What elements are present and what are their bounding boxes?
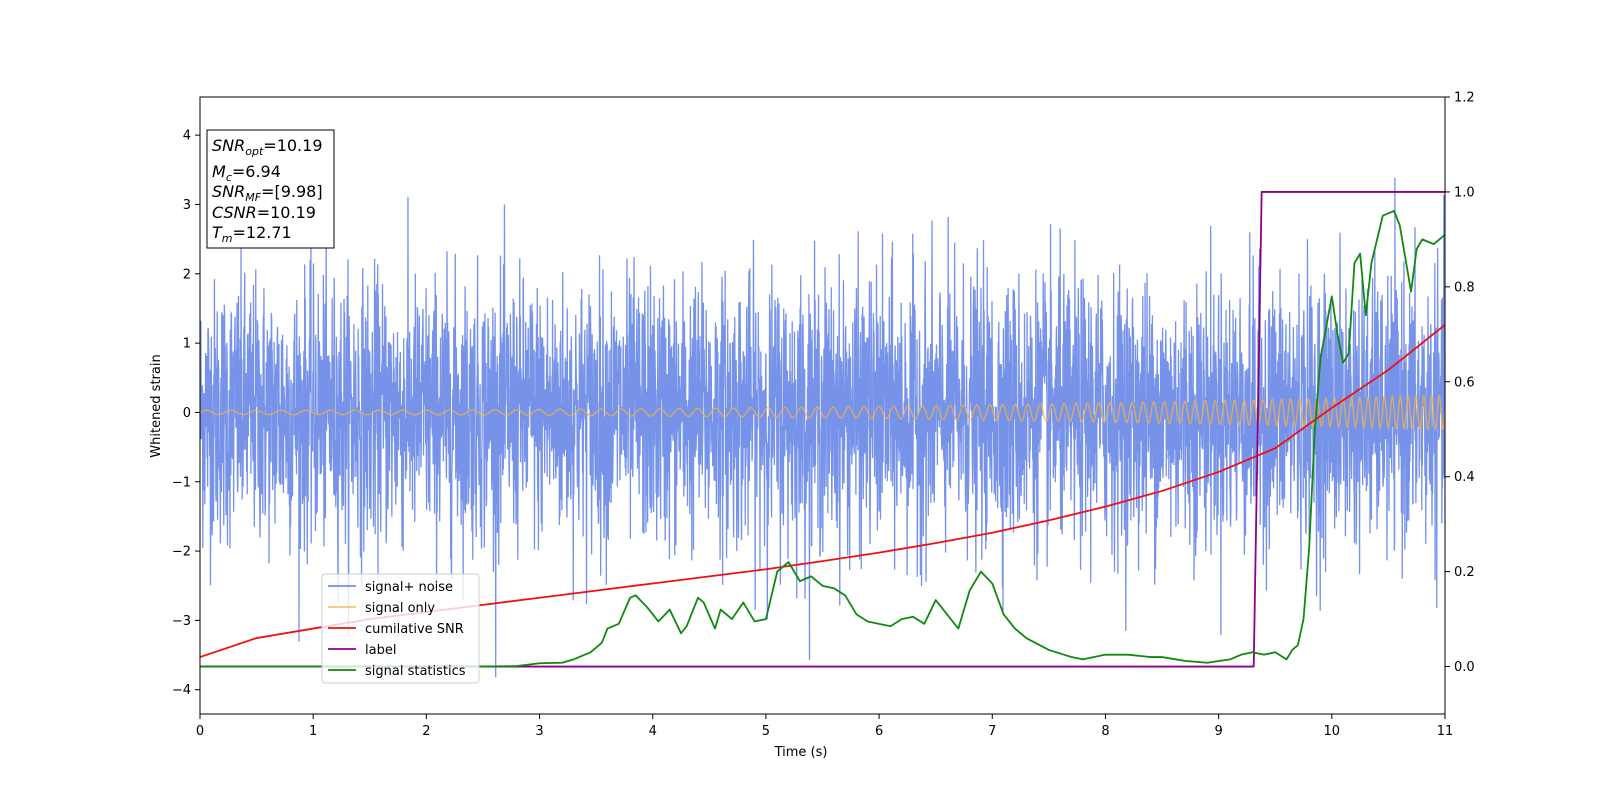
y2-tick-label: 0.4 (1454, 470, 1475, 485)
annotation-line: Mc=6.94 (212, 162, 281, 184)
y2-tick-label: 0.8 (1454, 280, 1475, 295)
x-axis-label: Time (s) (774, 745, 828, 760)
x-tick-label: 9 (1214, 724, 1222, 739)
x-tick-label: 4 (649, 724, 657, 739)
series-label-line (200, 191, 1445, 668)
annotation-line: CSNR=10.19 (212, 203, 316, 222)
y-tick-label: −3 (172, 614, 191, 629)
legend-frame (321, 573, 480, 684)
x-tick-label: 8 (1101, 724, 1109, 739)
annotation-line: SNRopt=10.19 (212, 136, 323, 158)
legend: signal+ noise signal only cumilative SNR la… (321, 573, 480, 684)
y-axis-label: Whitened strain (149, 354, 164, 457)
x-tick-label: 7 (988, 724, 996, 739)
annotation-line: SNRMF=[9.98] (212, 182, 323, 204)
legend-entry-signal-statistics: signal statistics (365, 664, 466, 679)
y-tick-label: −4 (172, 683, 191, 698)
legend-entry-signal-only: signal only (365, 601, 435, 616)
annotation-line: Tm=12.71 (212, 223, 292, 245)
y2-tick-label: 0.0 (1454, 660, 1475, 675)
x-tick-label: 1 (309, 724, 317, 739)
y2-tick-label: 0.6 (1454, 375, 1475, 390)
y2-tick-label: 0.2 (1454, 565, 1475, 580)
series-signal-statistics-line (200, 210, 1445, 668)
legend-entry-signal-noise: signal+ noise (365, 580, 453, 595)
y-tick-label: −2 (172, 545, 191, 560)
x-tick-label: 3 (535, 724, 543, 739)
y-tick-label: 3 (183, 198, 191, 213)
y-tick-label: 4 (183, 129, 191, 144)
y-tick-label: 1 (183, 337, 191, 352)
x-tick-label: 5 (762, 724, 770, 739)
series-signal-noise-line (200, 177, 1445, 678)
legend-entry-cumulative-snr: cumilative SNR (365, 622, 464, 637)
y2-tick-label: 1.2 (1454, 91, 1475, 106)
x-tick-label: 6 (875, 724, 883, 739)
y-tick-label: −1 (172, 475, 191, 490)
series-signal-only-line (200, 394, 1445, 431)
legend-entry-label: label (365, 643, 396, 658)
plot-frame (199, 96, 1446, 715)
x-tick-label: 0 (196, 724, 204, 739)
x-tick-label: 11 (1437, 724, 1454, 739)
y2-tick-label: 1.0 (1454, 185, 1475, 200)
y-tick-label: 0 (183, 406, 191, 421)
stats-annotation-box: SNRopt=10.19 Mc=6.94SNRMF=[9.98]CSNR=10.1… (206, 129, 335, 249)
x-tick-label: 10 (1324, 724, 1341, 739)
x-tick-label: 2 (422, 724, 430, 739)
annotation-frame (206, 129, 335, 249)
y-tick-label: 2 (183, 267, 191, 282)
